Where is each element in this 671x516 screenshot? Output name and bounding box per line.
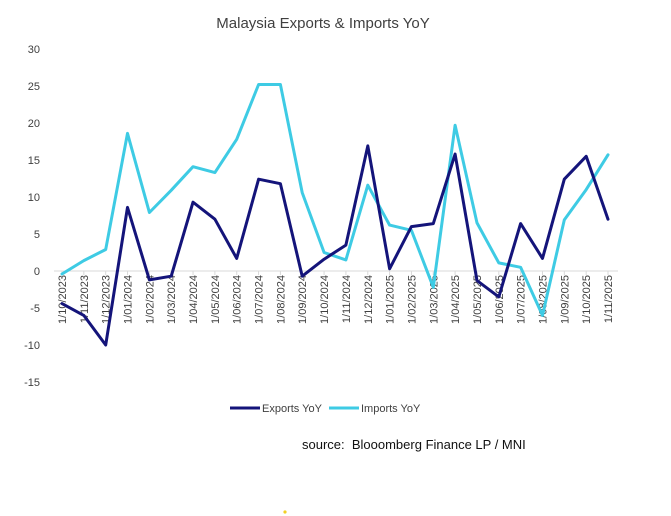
y-tick-label: 20 — [28, 118, 40, 130]
x-tick-label: 1/11/2023 — [79, 275, 91, 323]
x-tick-label: 1/01/2024 — [123, 275, 135, 324]
x-tick-label: 1/09/2024 — [297, 275, 309, 324]
chart-title: Malaysia Exports & Imports YoY — [216, 15, 429, 32]
x-tick-label: 1/07/2024 — [254, 275, 266, 324]
x-tick-label: 1/02/2025 — [406, 275, 418, 324]
x-tick-label: 1/08/2025 — [537, 275, 549, 324]
x-tick-label: 1/08/2024 — [275, 275, 287, 324]
y-tick-label: -10 — [24, 340, 40, 352]
x-tick-label: 1/10/2025 — [581, 275, 593, 324]
y-tick-label: 5 — [34, 229, 40, 241]
x-tick-label: 1/07/2025 — [516, 275, 528, 324]
x-tick-label: 1/05/2025 — [472, 275, 484, 324]
x-tick-label: 1/12/2024 — [363, 275, 375, 324]
y-tick-label: 15 — [28, 155, 40, 167]
y-tick-label: 10 — [28, 192, 40, 204]
marker-dot — [283, 510, 287, 514]
legend: Exports YoY Imports YoY — [230, 403, 421, 415]
x-tick-label: 1/03/2025 — [428, 275, 440, 324]
plot-area — [60, 83, 610, 347]
y-tick-label: 25 — [28, 81, 40, 93]
y-tick-label: -5 — [30, 303, 40, 315]
x-tick-label: 1/02/2024 — [144, 275, 156, 324]
series-line-exports-yoy — [60, 144, 610, 347]
x-tick-label: 1/06/2024 — [232, 275, 244, 324]
y-tick-label: 30 — [28, 44, 40, 56]
x-tick-label: 1/04/2025 — [450, 275, 462, 324]
x-axis: 1/10/2023 1/11/2023 1/12/2023 1/01/2024 1/02… — [57, 271, 615, 324]
legend-label: Imports YoY — [361, 403, 421, 415]
x-tick-label: 1/03/2024 — [166, 275, 178, 324]
y-axis: 30 25 20 15 10 5 0 -5 -10 -15 — [24, 44, 40, 389]
x-tick-label: 1/01/2025 — [385, 275, 397, 324]
x-tick-label: 1/10/2023 — [57, 275, 69, 324]
source-note: source: Blooomberg Finance LP / MNI — [302, 437, 526, 452]
x-tick-label: 1/09/2025 — [559, 275, 571, 324]
x-tick-label: 1/11/2024 — [341, 275, 353, 323]
x-tick-label: 1/04/2024 — [188, 275, 200, 324]
legend-label: Exports YoY — [262, 403, 323, 415]
series-line-imports-yoy — [60, 83, 610, 317]
y-tick-label: -15 — [24, 377, 40, 389]
x-tick-label: 1/11/2025 — [603, 275, 615, 323]
x-tick-label: 1/05/2024 — [210, 275, 222, 324]
x-tick-label: 1/10/2024 — [319, 275, 331, 324]
y-tick-label: 0 — [34, 266, 40, 278]
